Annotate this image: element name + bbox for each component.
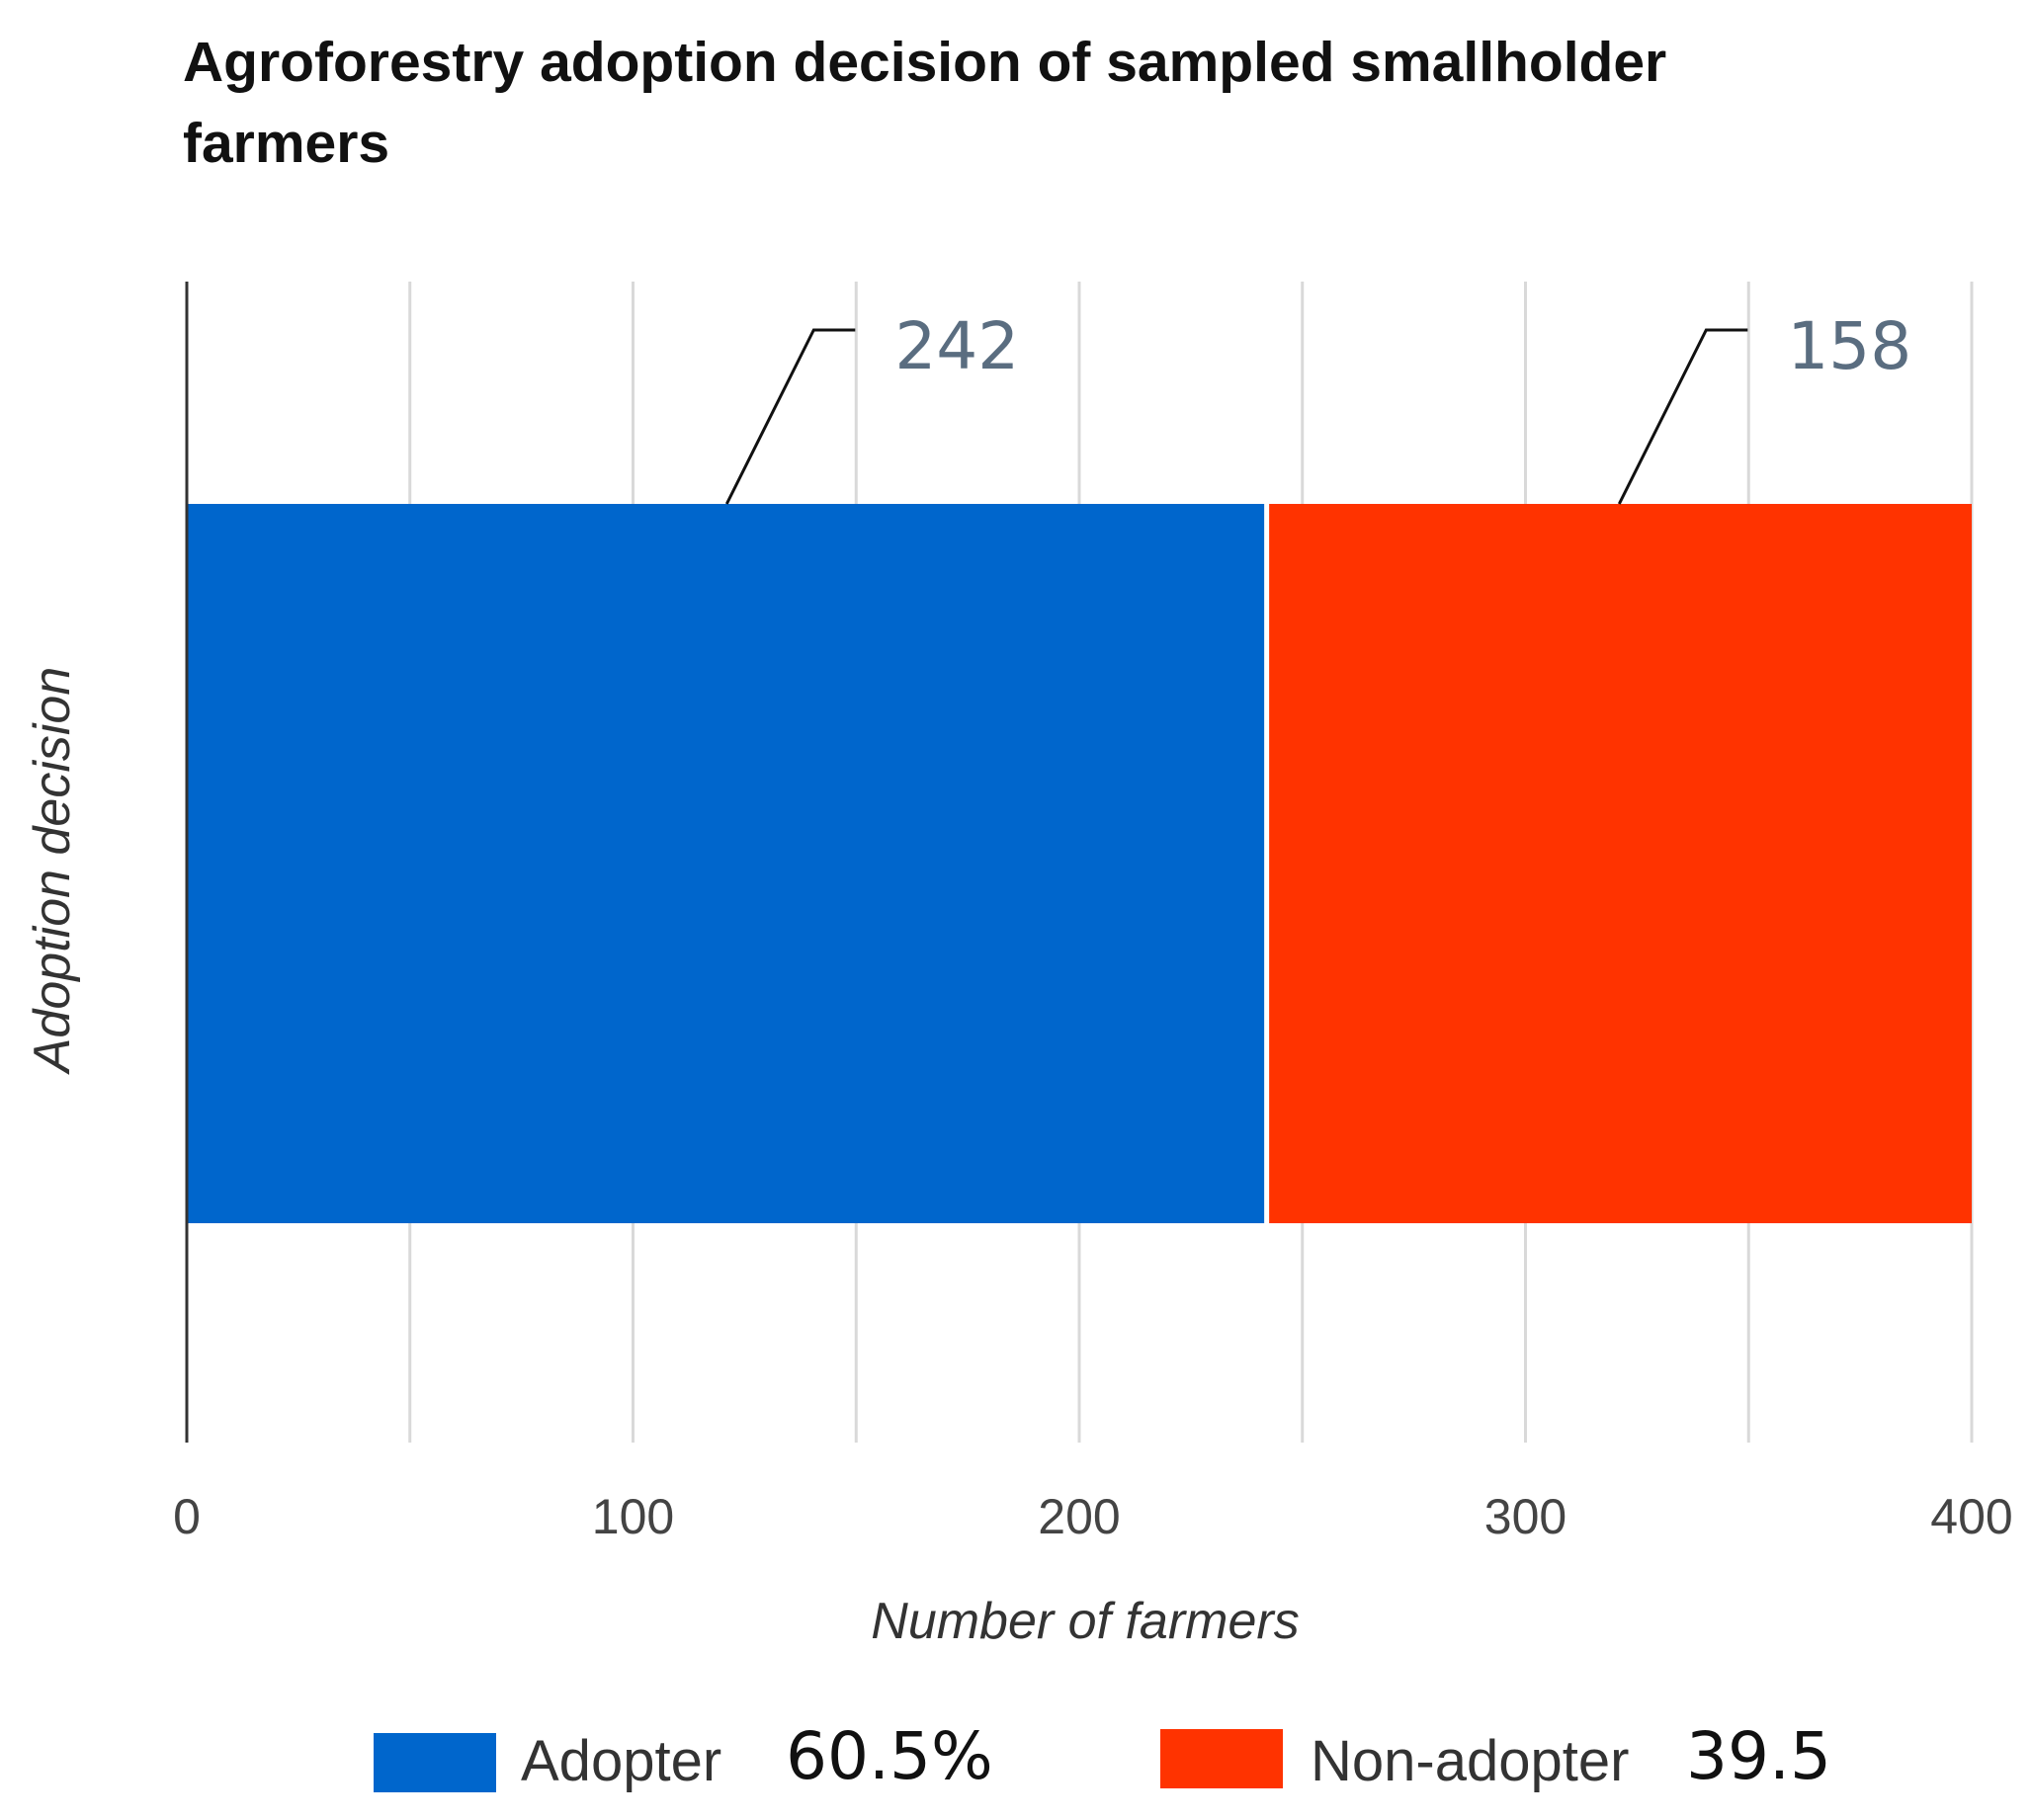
chart-title-line-1: Agroforestry adoption decision of sample…	[183, 31, 1666, 94]
chart-title-line-2: farmers	[183, 112, 389, 175]
bar-non-adopter	[1266, 504, 1972, 1223]
x-tick-label-300: 300	[1484, 1489, 1566, 1544]
legend-label-adopter: Adopter	[521, 1729, 721, 1793]
legend-label-non-adopter: Non-adopter	[1311, 1729, 1629, 1793]
legend-percent-non-adopter: 39.5	[1686, 1718, 1831, 1794]
data-label-non-adopter: 158	[1787, 308, 1911, 384]
data-labels: 242 158	[724, 308, 1911, 505]
legend: Adopter 60.5% Non-adopter 39.5	[374, 1718, 1831, 1794]
x-tick-label-100: 100	[592, 1489, 674, 1544]
legend-percent-adopter: 60.5%	[786, 1718, 993, 1794]
legend-swatch-non-adopter	[1160, 1729, 1283, 1788]
bars	[187, 504, 1972, 1223]
bar-adopter	[187, 504, 1267, 1223]
x-tick-label-0: 0	[173, 1489, 201, 1544]
leader-line-1	[724, 328, 856, 505]
legend-swatch-adopter	[374, 1733, 496, 1792]
x-tick-label-200: 200	[1038, 1489, 1120, 1544]
leader-line-2	[1617, 328, 1748, 505]
x-tick-label-400: 400	[1930, 1489, 2012, 1544]
data-label-adopter: 242	[894, 308, 1019, 384]
axes: 0 100 200 300 400	[173, 282, 2013, 1544]
x-axis-title: Number of farmers	[871, 1593, 1299, 1650]
y-axis-title: Adoption decision	[24, 667, 81, 1076]
